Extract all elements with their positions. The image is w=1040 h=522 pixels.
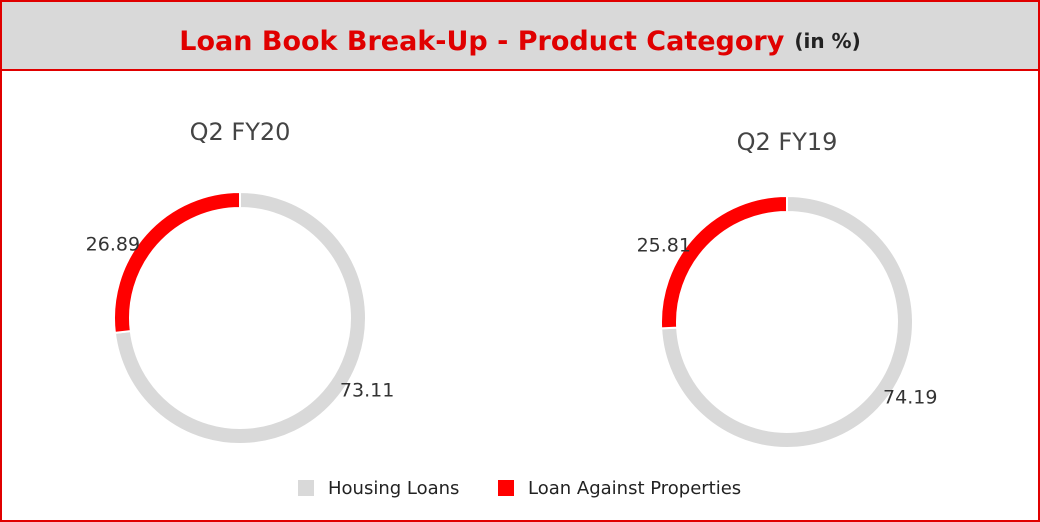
legend-label: Loan Against Properties (528, 478, 741, 499)
donut-segment (660, 194, 788, 330)
legend-swatch (498, 480, 514, 496)
header-unit: (in %) (794, 29, 860, 53)
data-label: 73.11 (340, 380, 394, 402)
header-title: Loan Book Break-Up - Product Category (179, 26, 784, 57)
header: Loan Book Break-Up - Product Category (in… (179, 26, 860, 57)
data-label: 74.19 (883, 386, 937, 408)
data-label: 25.81 (637, 235, 691, 257)
legend-swatch (298, 480, 314, 496)
chart-title: Q2 FY20 (190, 118, 291, 146)
data-label: 26.89 (86, 233, 140, 255)
header-bar (2, 2, 1038, 70)
donut-segment (113, 190, 241, 335)
legend-label: Housing Loans (328, 478, 459, 499)
chart-title: Q2 FY19 (737, 128, 838, 156)
